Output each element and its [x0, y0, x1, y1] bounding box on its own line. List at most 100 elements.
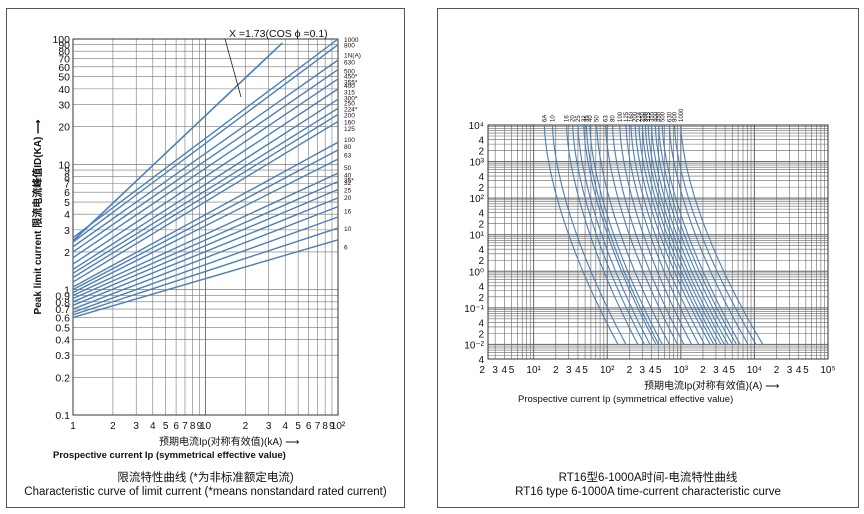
curve-label: 80 [611, 115, 617, 122]
curve-450 [658, 124, 737, 345]
x-tick-label: 8 [322, 421, 328, 432]
x-tick-label: 5 [729, 365, 735, 376]
x-tick-label: 4 [649, 365, 655, 376]
x-tick-label: 5 [509, 365, 515, 376]
y-tick-label: 0.8 [55, 297, 70, 309]
series-label: 315 [344, 90, 355, 97]
series-label: 10 [344, 226, 352, 233]
x-tick-label: 2 [479, 365, 485, 376]
curve-315 [647, 124, 725, 345]
right-caption-en: RT16 type 6-1000A time-current character… [515, 486, 781, 498]
series-line-800 [72, 44, 339, 243]
x-axis-label-en: Prospective current Ip (symmetrical effe… [518, 394, 733, 405]
y-tick-label: 10⁻² [464, 340, 484, 351]
x-tick-label: 4 [575, 365, 581, 376]
series-label: 200 [344, 112, 355, 119]
x-tick-label: 5 [295, 421, 301, 432]
x-tick-label: 10 [200, 421, 212, 432]
y-tick-label: 4 [478, 172, 484, 183]
curve-label: 160 [629, 111, 635, 122]
y-tick-label: 4 [478, 209, 484, 220]
y-tick-label: 10² [470, 194, 485, 205]
y-tick-label: 0.7 [55, 304, 70, 316]
curve-63 [605, 124, 678, 345]
x-tick-label: 3 [133, 421, 139, 432]
curve-250 [641, 124, 718, 345]
x-tick-label: 7 [182, 421, 188, 432]
y-tick-label: 4 [478, 282, 484, 293]
x-tick-label: 3 [266, 421, 272, 432]
y-tick-label: 2 [478, 293, 484, 304]
x-tick-label: 5 [582, 365, 588, 376]
x-tick-label: 4 [502, 365, 508, 376]
plot-frame [72, 38, 339, 416]
x-axis-label-en: Prospective current Ip (symmetrical effe… [53, 450, 286, 461]
y-tick-label: 6 [64, 187, 70, 199]
x-axis-label-cn: 预期电流Ip(对称有效值)(A) ⟶ [644, 379, 779, 392]
curve-125 [625, 124, 700, 345]
series-label: 25 [344, 187, 352, 194]
curve-300 [644, 124, 722, 345]
curve-10 [551, 124, 627, 345]
y-tick-label: 4 [478, 136, 484, 147]
y-tick-label: 10³ [470, 158, 485, 169]
annotation-leader [224, 38, 242, 98]
series-label: 400 [344, 83, 355, 90]
curve-100 [619, 124, 693, 345]
x-tick-label: 9 [329, 421, 335, 432]
series-label: 500 [344, 69, 355, 76]
curve-label: 100 [618, 111, 624, 122]
curve-32 [583, 124, 657, 345]
y-tick-label: 7 [64, 179, 70, 191]
series-label: 1000 [344, 37, 359, 44]
right-caption-cn: RT16型6-1000A时间-电流特性曲线 [558, 472, 738, 484]
series-label: 40 [344, 172, 352, 179]
y-tick-label: 30 [58, 100, 70, 112]
series-label: 50 [344, 165, 352, 172]
y-tick-label: 0.5 [55, 322, 70, 334]
y-tick-label: 70 [58, 53, 70, 65]
series-line-32 [72, 188, 339, 303]
x-tick-label: 6 [306, 421, 312, 432]
series-label: 125 [344, 126, 355, 133]
y-tick-label: 1 [64, 285, 70, 297]
x-tick-label: 10² [600, 365, 615, 376]
curve-35 [585, 124, 660, 345]
curve-355 [650, 124, 729, 345]
series-label: 20 [344, 195, 352, 202]
series-line-250 [72, 98, 339, 271]
curve-label: 20 [571, 115, 577, 122]
x-tick-label: 1 [70, 421, 76, 432]
y-tick-label: 10 [58, 159, 70, 171]
curve-label: 500 [660, 111, 666, 122]
curve-label: 315 [646, 111, 652, 122]
y-tick-label: 0.1 [55, 410, 70, 422]
curve-label: 450 [657, 111, 663, 122]
series-line-10 [72, 227, 339, 316]
series-line-6 [72, 239, 339, 319]
series-label: 355* [344, 79, 358, 86]
curve-25 [577, 124, 651, 345]
x-tick-label: 6 [173, 421, 179, 432]
series-label: 1N(A) [344, 53, 361, 60]
x-tick-label: 10² [331, 421, 346, 432]
x-tick-label: 4 [150, 421, 156, 432]
series-line-160 [72, 113, 339, 279]
series-label: 300* [344, 96, 358, 103]
x-tick-label: 2 [243, 421, 249, 432]
y-tick-label: 10⁻¹ [464, 304, 484, 315]
x-tick-label: 10¹ [526, 365, 541, 376]
x-tick-label: 5 [656, 365, 662, 376]
series-line-125 [72, 120, 339, 283]
curve-label: 63 [604, 115, 610, 122]
series-label: 80 [344, 144, 352, 151]
y-tick-label: 2 [478, 183, 484, 194]
curve-label: 355 [650, 111, 656, 122]
limit-current-panel: 100 90 80 70 60 50 40 30 20 10 9 8 7 6 5 4 3 2 1 0.9 0.8 0.7 0… [6, 8, 405, 508]
curve-6A [543, 124, 619, 345]
curve-label: 6A [542, 115, 548, 122]
curve-label: 125 [624, 111, 630, 122]
series-line-315 [72, 88, 339, 265]
envelope-line [72, 42, 283, 242]
